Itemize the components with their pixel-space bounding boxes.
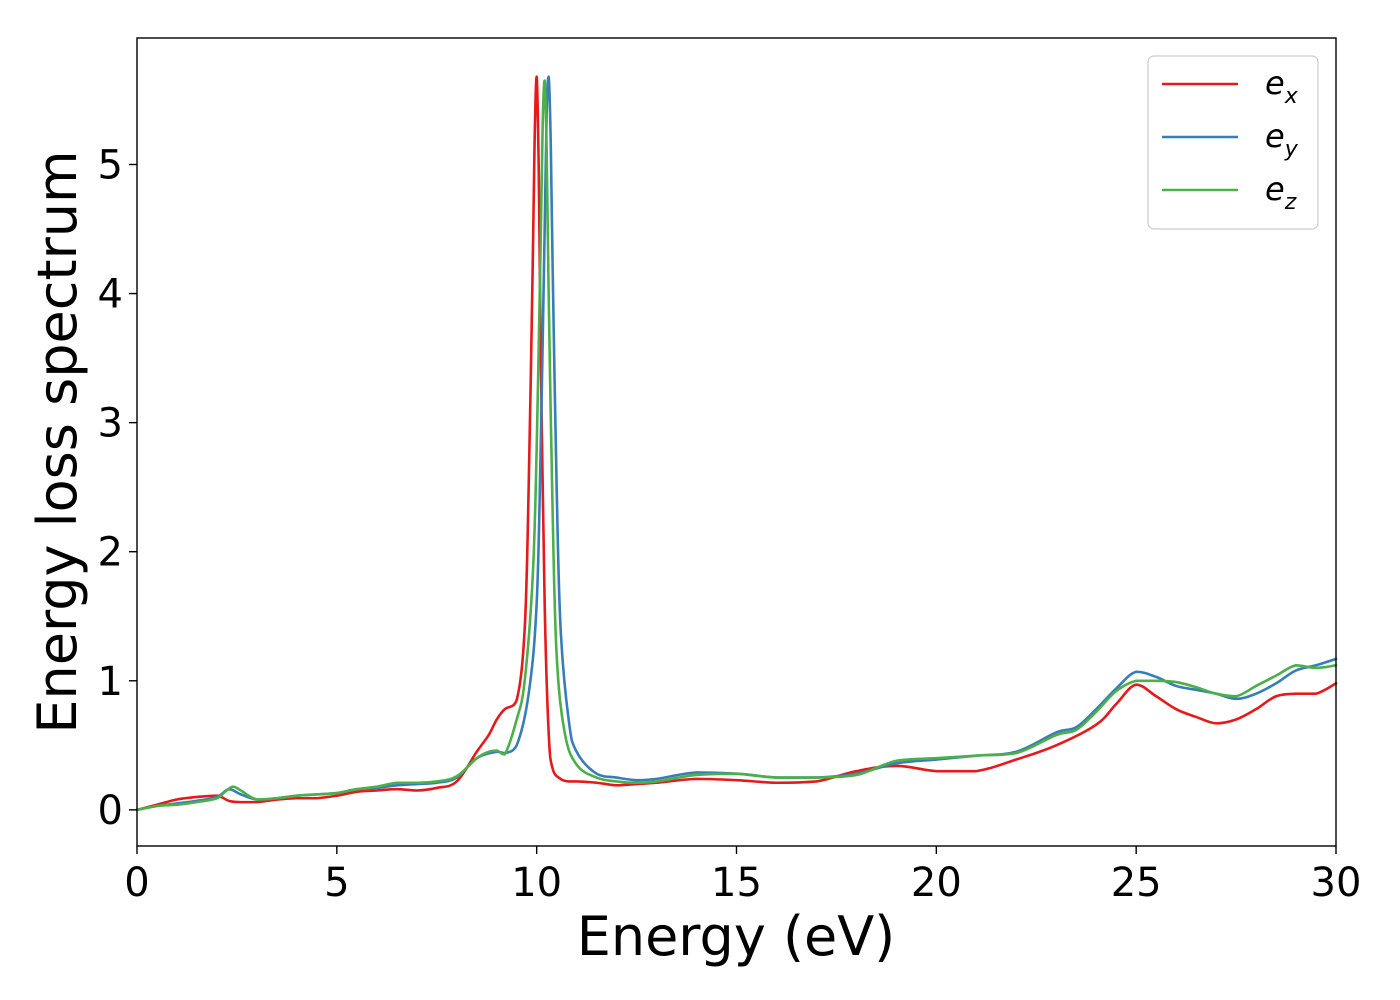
legend-label-main: e	[1265, 64, 1285, 102]
series-line-e-x	[135, 75, 1338, 812]
y-tick-label: 4	[98, 272, 123, 318]
x-axis-label: Energy (eV)	[577, 905, 896, 968]
y-tick-label: 1	[98, 659, 123, 705]
legend-label: ex	[1265, 64, 1299, 109]
series-line-e-z	[135, 79, 1338, 812]
x-tick-label: 15	[711, 860, 762, 906]
x-tick-label: 25	[1111, 860, 1162, 906]
x-tick-label: 0	[124, 860, 149, 906]
y-tick-label: 3	[98, 401, 123, 447]
y-tick-label: 2	[98, 530, 123, 576]
x-tick-label: 20	[911, 860, 962, 906]
x-tick-label: 30	[1311, 860, 1362, 906]
legend-label-sub: x	[1284, 84, 1299, 109]
legend-label-main: e	[1265, 170, 1285, 208]
legend-label: ez	[1265, 170, 1297, 215]
x-axis: 0 5 10 15 20 25 30	[124, 846, 1361, 906]
x-tick-label: 10	[511, 860, 562, 906]
legend-label-sub: y	[1284, 137, 1299, 162]
y-tick-label: 0	[98, 788, 123, 834]
y-axis-label: Energy loss spectrum	[26, 150, 89, 733]
legend-label-main: e	[1265, 117, 1285, 155]
y-tick-label: 5	[98, 142, 123, 188]
legend-label: ey	[1265, 117, 1299, 162]
legend-box	[1147, 55, 1319, 230]
x-tick-label: 5	[324, 860, 349, 906]
series-layer	[135, 75, 1338, 812]
legend-label-sub: z	[1284, 190, 1297, 215]
y-axis: 0 1 2 3 4 5	[98, 142, 137, 834]
